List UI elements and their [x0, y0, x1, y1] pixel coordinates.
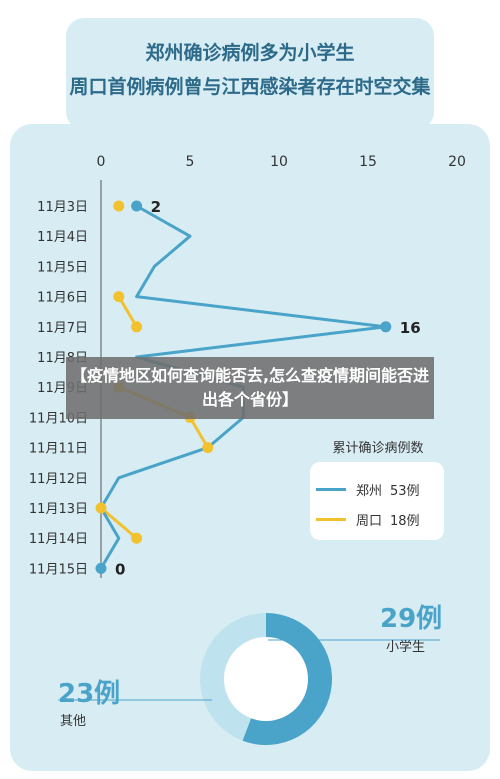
other-count: 23例 — [58, 679, 121, 709]
pupil-count: 29例 — [380, 604, 443, 634]
x-tick-label: 0 — [97, 154, 106, 170]
data-point-zhengzhou — [131, 200, 143, 212]
y-category-label: 11月7日 — [37, 321, 88, 336]
y-category-label: 11月14日 — [29, 532, 88, 547]
legend-swatch-zhengzhou — [316, 488, 346, 491]
headline-line-1: 郑州确诊病例多为小学生 — [145, 42, 355, 64]
series-line-zhoukou — [117, 295, 138, 328]
data-point-zhengzhou — [95, 562, 107, 574]
legend-total: 18例 — [390, 514, 420, 529]
x-tick-label: 5 — [186, 154, 195, 170]
legend-title: 累计确诊病例数 — [332, 441, 424, 456]
x-tick-label: 15 — [359, 154, 377, 170]
data-point-zhoukou — [131, 532, 143, 544]
y-category-label: 11月3日 — [37, 200, 88, 215]
overlay-banner[interactable]: 【疫情地区如何查询能否去,怎么查疫情期间能否进出各个省份】 — [66, 357, 434, 419]
donut-hole — [224, 637, 308, 721]
legend-label: 周口 — [356, 514, 383, 529]
data-point-zhoukou — [113, 291, 125, 303]
headline-line-2: 周口首例病例曾与江西感染者存在时空交集 — [69, 76, 431, 98]
data-label: 0 — [115, 560, 125, 578]
data-point-zhoukou — [131, 321, 143, 333]
y-category-label: 11月13日 — [29, 502, 88, 517]
data-point-zhengzhou — [380, 321, 392, 333]
y-category-label: 11月5日 — [37, 260, 88, 275]
data-label: 2 — [151, 198, 161, 216]
y-category-label: 11月12日 — [29, 472, 88, 487]
x-tick-label: 20 — [448, 154, 466, 170]
y-category-label: 11月11日 — [29, 442, 88, 457]
pupil-label: 小学生 — [386, 640, 426, 655]
legend-item-zhengzhou: 郑州 53例 — [316, 480, 420, 499]
legend-card — [310, 462, 444, 540]
data-point-zhoukou — [95, 502, 107, 514]
legend-label: 郑州 — [356, 484, 383, 499]
data-point-zhoukou — [113, 200, 125, 212]
series-line-zhoukou — [100, 506, 138, 540]
y-category-label: 11月15日 — [29, 562, 88, 577]
x-tick-label: 10 — [270, 154, 288, 170]
legend-item-zhoukou: 周口 18例 — [316, 510, 420, 529]
data-point-zhoukou — [202, 442, 214, 454]
y-category-label: 11月4日 — [37, 230, 88, 245]
other-label: 其他 — [60, 714, 87, 729]
data-label: 16 — [400, 319, 421, 337]
title-card — [66, 18, 434, 130]
legend-swatch-zhoukou — [316, 518, 346, 521]
legend-total: 53例 — [390, 484, 420, 499]
y-category-label: 11月6日 — [37, 291, 88, 306]
